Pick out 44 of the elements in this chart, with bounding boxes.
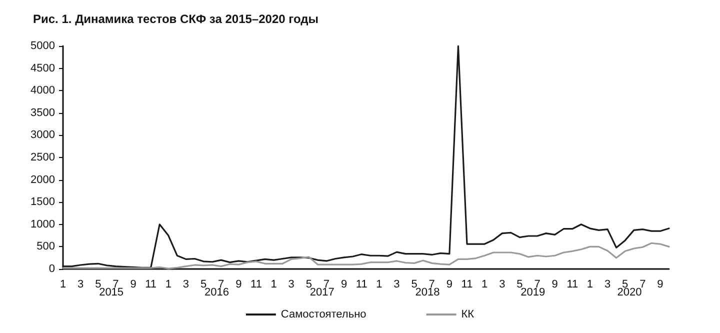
x-tick-label: 9 [552,278,558,290]
x-tick-label: 1 [270,278,277,290]
x-tick-label: 1 [60,278,66,290]
x-tick-label: 5 [411,278,418,290]
x-tick-label: 1 [165,278,172,290]
x-tick-label: 3 [394,278,400,290]
y-tick-label: 4000 [30,84,55,97]
x-tick-label: 11 [566,278,578,290]
x-tick-label: 3 [182,278,190,290]
x-tick-label: 5 [516,278,523,290]
x-tick-label: 3 [78,278,84,290]
y-tick-label: 3500 [30,106,55,119]
chart-title: Рис. 1. Динамика тестов СКФ за 2015–2020 годы [33,12,319,26]
x-tick-label: 1 [586,278,594,290]
x-tick-label: 5 [95,278,102,290]
text: 2020 [617,286,642,298]
x-tick-label: 11 [356,278,368,290]
x-tick-label: 3 [499,278,506,290]
x-tick-label: 9 [340,278,348,290]
y-tick-label: 3000 [30,129,55,142]
x-tick-label: 3 [288,278,294,290]
x-tick-label: 11 [250,278,262,290]
y-tick-label: 500 [36,240,55,253]
x-tick-label: 3 [604,278,611,290]
y-tick-label: 2500 [30,152,55,164]
x-tick-label: 11 [461,278,473,290]
legend-label: Самостоятельно [280,308,366,320]
y-tick-label: 2000 [30,174,55,186]
x-tick-label: 9 [236,278,242,290]
y-tick-label: 0 [48,263,55,275]
x-tick-label: 5 [200,278,207,290]
x-tick-label: 9 [130,278,136,290]
y-tick-label: 1000 [30,218,55,230]
line-series [62,45,670,268]
x-tick-label: 1 [482,278,488,290]
x-tick-label: 9 [446,278,452,290]
y-tick-label: 4500 [30,62,55,74]
y-tick-label: 5000 [30,40,55,52]
x-tick-label: 1 [376,278,382,290]
legend-label: КК [461,308,475,320]
x-tick-label: 11 [145,278,157,290]
x-tick-label: 5 [306,278,312,290]
x-tick-label: 9 [657,278,664,290]
y-tick-label: 1500 [30,196,55,208]
